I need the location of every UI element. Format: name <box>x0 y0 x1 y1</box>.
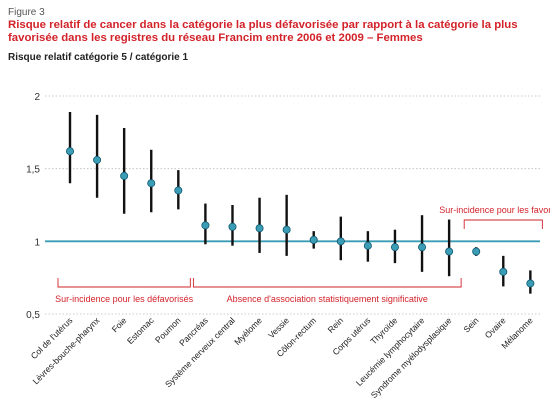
group-label-background <box>212 293 443 305</box>
data-point <box>66 147 75 156</box>
y-tick-label: 1 <box>34 237 40 248</box>
y-tick-label: 2 <box>34 92 40 103</box>
x-tick-label: Sein <box>461 315 480 334</box>
group-bracket <box>192 278 462 288</box>
data-point <box>309 235 318 244</box>
x-tick-label: Ovaire <box>483 315 508 340</box>
x-tick-label: Vessie <box>266 315 291 340</box>
x-tick-label: Estomac <box>125 315 156 346</box>
data-point <box>174 186 183 195</box>
y-axis-title: Risque relatif catégorie 5 / catégorie 1 <box>8 52 189 63</box>
y-tick-label: 1,5 <box>26 165 40 176</box>
group-bracket <box>57 278 191 288</box>
data-point <box>201 221 210 230</box>
data-point <box>93 155 102 164</box>
group-bracket <box>463 219 543 229</box>
data-point <box>390 243 399 252</box>
group-label: Sur-incidence pour les favorisés <box>439 205 550 215</box>
data-point <box>120 171 129 180</box>
data-point <box>499 267 508 276</box>
data-point <box>445 247 454 256</box>
chart-title: Risque relatif de cancer dans la catégor… <box>8 19 518 44</box>
data-point <box>418 243 427 252</box>
y-tick-label: 0,5 <box>26 310 40 321</box>
data-point <box>336 237 345 246</box>
data-point <box>363 241 372 250</box>
data-point <box>228 222 237 231</box>
data-point <box>282 225 291 234</box>
group-label-background <box>46 293 202 305</box>
x-tick-label: Rein <box>326 315 346 335</box>
data-point <box>147 179 156 188</box>
x-tick-label: Myélome <box>232 315 264 347</box>
data-point <box>255 224 264 233</box>
group-label: Sur-incidence pour les défavorisés <box>55 294 194 304</box>
data-point <box>472 247 481 256</box>
group-label-background <box>429 204 550 216</box>
group-label: Absence d'association statistiquement si… <box>227 294 428 304</box>
x-tick-label: Foie <box>110 315 129 334</box>
figure-label: Figure 3 <box>8 7 45 18</box>
data-point <box>526 279 535 288</box>
